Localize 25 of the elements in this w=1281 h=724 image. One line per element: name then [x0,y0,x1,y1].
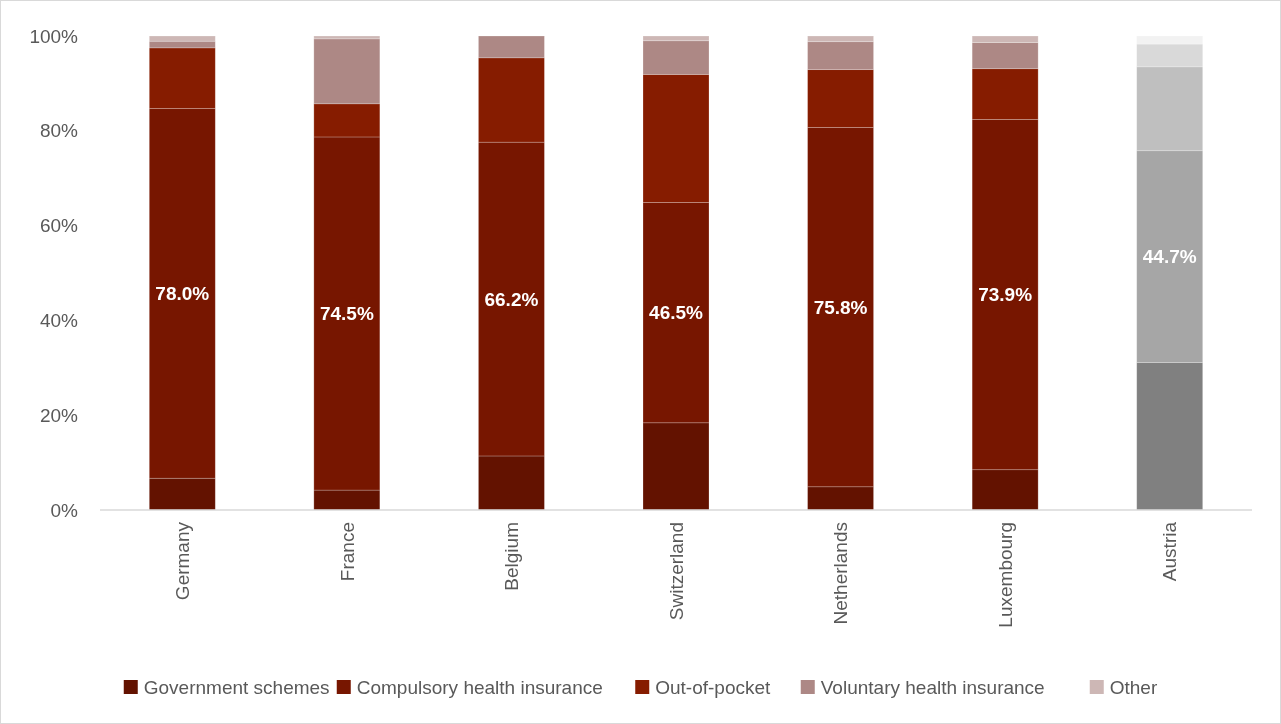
data-label: 73.9% [978,284,1033,306]
y-tick-label: 0% [50,499,79,521]
y-tick-label: 20% [39,404,79,426]
data-label: 75.8% [813,296,868,318]
data-label: 44.7% [1142,246,1197,268]
y-tick-label: 40% [39,310,79,332]
x-tick-label: Germany [171,521,193,601]
legend-label: Compulsory health insurance [356,676,603,698]
y-tick-label: 60% [39,215,79,237]
x-tick-label: Austria [1159,521,1181,582]
x-tick-label: Luxembourg [994,522,1016,628]
data-label: 74.5% [319,303,374,325]
data-label: 78.0% [155,283,210,305]
x-tick-label: Switzerland [665,522,687,621]
y-tick-label: 80% [39,120,79,142]
data-label: 66.2% [484,288,539,310]
data-label: 46.5% [649,302,704,324]
legend-label: Out-of-pocket [655,676,772,698]
x-tick-label: France [336,522,358,582]
x-tick-label: Belgium [501,522,523,591]
x-tick-label: Netherlands [830,522,852,625]
legend-label: Voluntary health insurance [820,676,1045,698]
legend-label: Other [1109,676,1158,698]
y-tick-label: 100% [29,25,79,47]
legend-label: Government schemes [143,676,330,698]
